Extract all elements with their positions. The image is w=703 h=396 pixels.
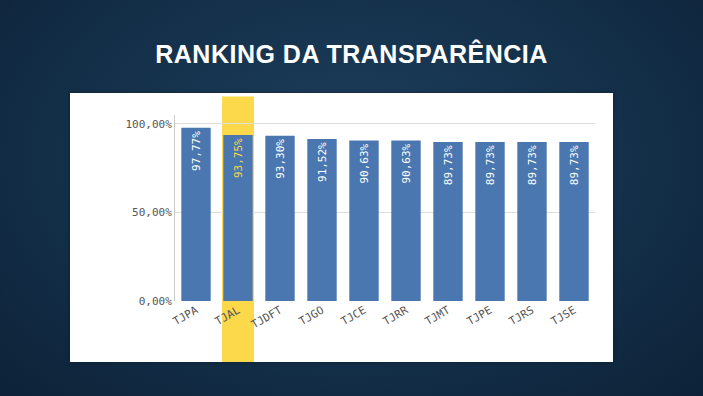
svg-text:90,63%: 90,63% [358,143,371,183]
svg-text:TJRR: TJRR [381,303,411,328]
svg-text:93,30%: 93,30% [274,139,287,179]
svg-text:TJAL: TJAL [213,303,243,328]
svg-text:93,75%: 93,75% [232,138,245,178]
svg-text:TJCE: TJCE [339,304,368,329]
svg-text:91,52%: 91,52% [316,142,329,182]
svg-text:90,63%: 90,63% [400,143,413,183]
svg-text:89,73%: 89,73% [526,145,539,185]
svg-text:89,73%: 89,73% [568,145,581,185]
svg-text:89,73%: 89,73% [442,145,455,185]
svg-text:TJSE: TJSE [549,304,578,329]
svg-text:97,77%: 97,77% [190,131,203,171]
svg-text:89,73%: 89,73% [484,145,497,185]
html-text:RANKING DA TRANSPARÊNCIA: RANKING DA TRANSPARÊNCIA [155,40,548,68]
svg-text:TJPE: TJPE [465,304,494,329]
svg-text:0,00%: 0,00% [139,295,172,308]
svg-text:100,00%: 100,00% [125,118,172,131]
svg-text:TJMT: TJMT [423,303,453,328]
svg-text:TJDFT: TJDFT [249,303,285,331]
svg-text:TJRS: TJRS [507,304,536,329]
svg-text:TJPA: TJPA [171,303,201,328]
svg-text:50,00%: 50,00% [132,206,172,219]
svg-text:TJGO: TJGO [297,304,326,329]
